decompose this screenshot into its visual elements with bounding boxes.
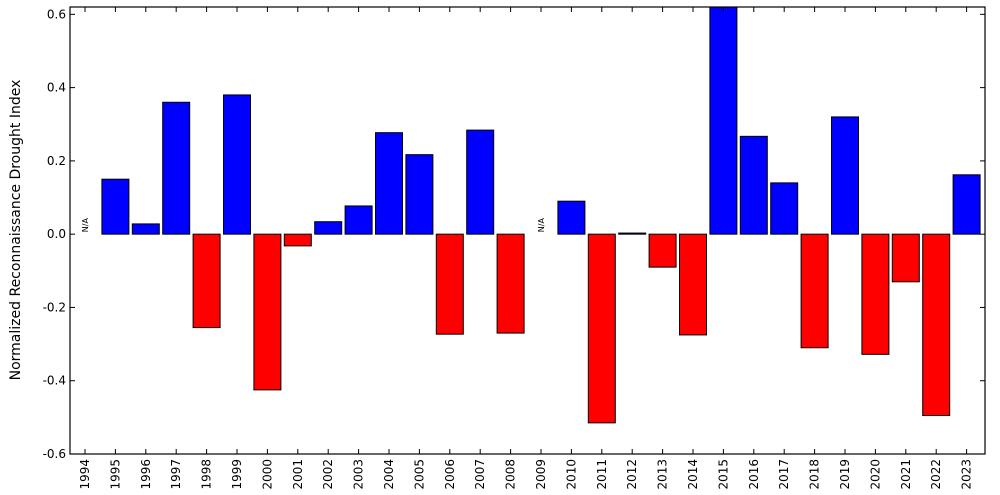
bar-2019 xyxy=(831,116,859,235)
bar-2007 xyxy=(466,129,495,235)
x-tick-label: 2009 xyxy=(534,459,548,490)
x-tick-label: 2000 xyxy=(260,459,274,490)
x-tick-label: 1995 xyxy=(108,459,122,490)
bar-2002 xyxy=(314,221,343,235)
bar-2020 xyxy=(861,233,890,355)
plot-frame xyxy=(69,6,986,455)
x-tick-label: 2008 xyxy=(504,459,518,490)
x-tick-label: 2011 xyxy=(595,459,609,490)
x-tick-label: 2020 xyxy=(868,459,882,490)
x-tick-label: 2003 xyxy=(352,459,366,490)
bar-2004 xyxy=(375,132,403,235)
x-tick-label: 2016 xyxy=(747,459,761,490)
x-tick-label: 1998 xyxy=(200,459,214,490)
bar-2000 xyxy=(253,233,282,391)
y-axis-label: Normalized Reconnaissance Drought Index xyxy=(8,80,24,381)
bar-2005 xyxy=(405,154,434,235)
x-tick-label: 2023 xyxy=(960,459,974,490)
bar-2021 xyxy=(891,233,920,283)
x-tick-label: 2006 xyxy=(443,459,457,490)
bar-2001 xyxy=(283,233,312,247)
x-tick-label: 2022 xyxy=(929,459,943,490)
x-tick-label: 2014 xyxy=(686,459,700,490)
na-label: N/A xyxy=(537,218,546,233)
bar-2010 xyxy=(557,200,586,235)
y-tick-label: -0.6 xyxy=(43,447,66,461)
x-tick-label: 2015 xyxy=(716,459,730,490)
bar-2023 xyxy=(952,174,981,235)
bar-2003 xyxy=(344,205,373,235)
y-axis: -0.6 -0.4 -0.2 0.0 0.2 0.4 0.6 xyxy=(43,7,985,461)
x-tick-label: 2005 xyxy=(412,459,426,490)
x-tick-label: 1997 xyxy=(169,459,183,490)
bar-2017 xyxy=(770,182,799,235)
x-tick-label: 2017 xyxy=(777,459,791,490)
bar-2022 xyxy=(922,233,951,417)
x-tick-label: 1994 xyxy=(78,459,92,490)
y-tick-label: 0.0 xyxy=(47,227,66,241)
y-tick-label: 0.4 xyxy=(47,81,66,95)
bar-2012 xyxy=(618,232,647,235)
x-tick-label: 2018 xyxy=(808,459,822,490)
na-label: N/A xyxy=(81,218,90,233)
x-tick-label: 2007 xyxy=(473,459,487,490)
y-tick-label: -0.4 xyxy=(43,374,66,388)
bar-2016 xyxy=(739,135,768,235)
bar-1997 xyxy=(162,101,191,235)
x-tick-label: 2019 xyxy=(838,459,852,490)
x-tick-label: 2001 xyxy=(291,459,305,490)
x-tick-label: 2002 xyxy=(321,459,335,490)
bar-1999 xyxy=(223,94,251,235)
bar-2018 xyxy=(800,233,829,349)
bar-1996 xyxy=(131,223,160,235)
y-tick-label: 0.6 xyxy=(47,7,66,21)
bar-1998 xyxy=(192,233,221,329)
bar-2014 xyxy=(679,233,707,336)
bar-2011 xyxy=(587,233,616,424)
x-axis: 1994 1995 1996 1997 1998 1999 2000 2001 2002 2003… xyxy=(78,7,974,490)
bar-2015 xyxy=(709,6,738,235)
bar-1995 xyxy=(101,178,130,235)
x-tick-label: 2013 xyxy=(656,459,670,490)
bar-2008 xyxy=(496,233,525,334)
bar-2006 xyxy=(435,233,464,335)
bar-2013 xyxy=(648,233,677,268)
x-tick-label: 2010 xyxy=(564,459,578,490)
x-tick-label: 2021 xyxy=(899,459,913,490)
x-tick-label: 1996 xyxy=(139,459,153,490)
x-tick-label: 2004 xyxy=(382,459,396,490)
x-tick-label: 2012 xyxy=(625,459,639,490)
plot-area: N/A N/A xyxy=(81,6,981,424)
y-tick-label: -0.2 xyxy=(43,300,66,314)
y-tick-label: 0.2 xyxy=(47,154,66,168)
x-tick-label: 1999 xyxy=(230,459,244,490)
